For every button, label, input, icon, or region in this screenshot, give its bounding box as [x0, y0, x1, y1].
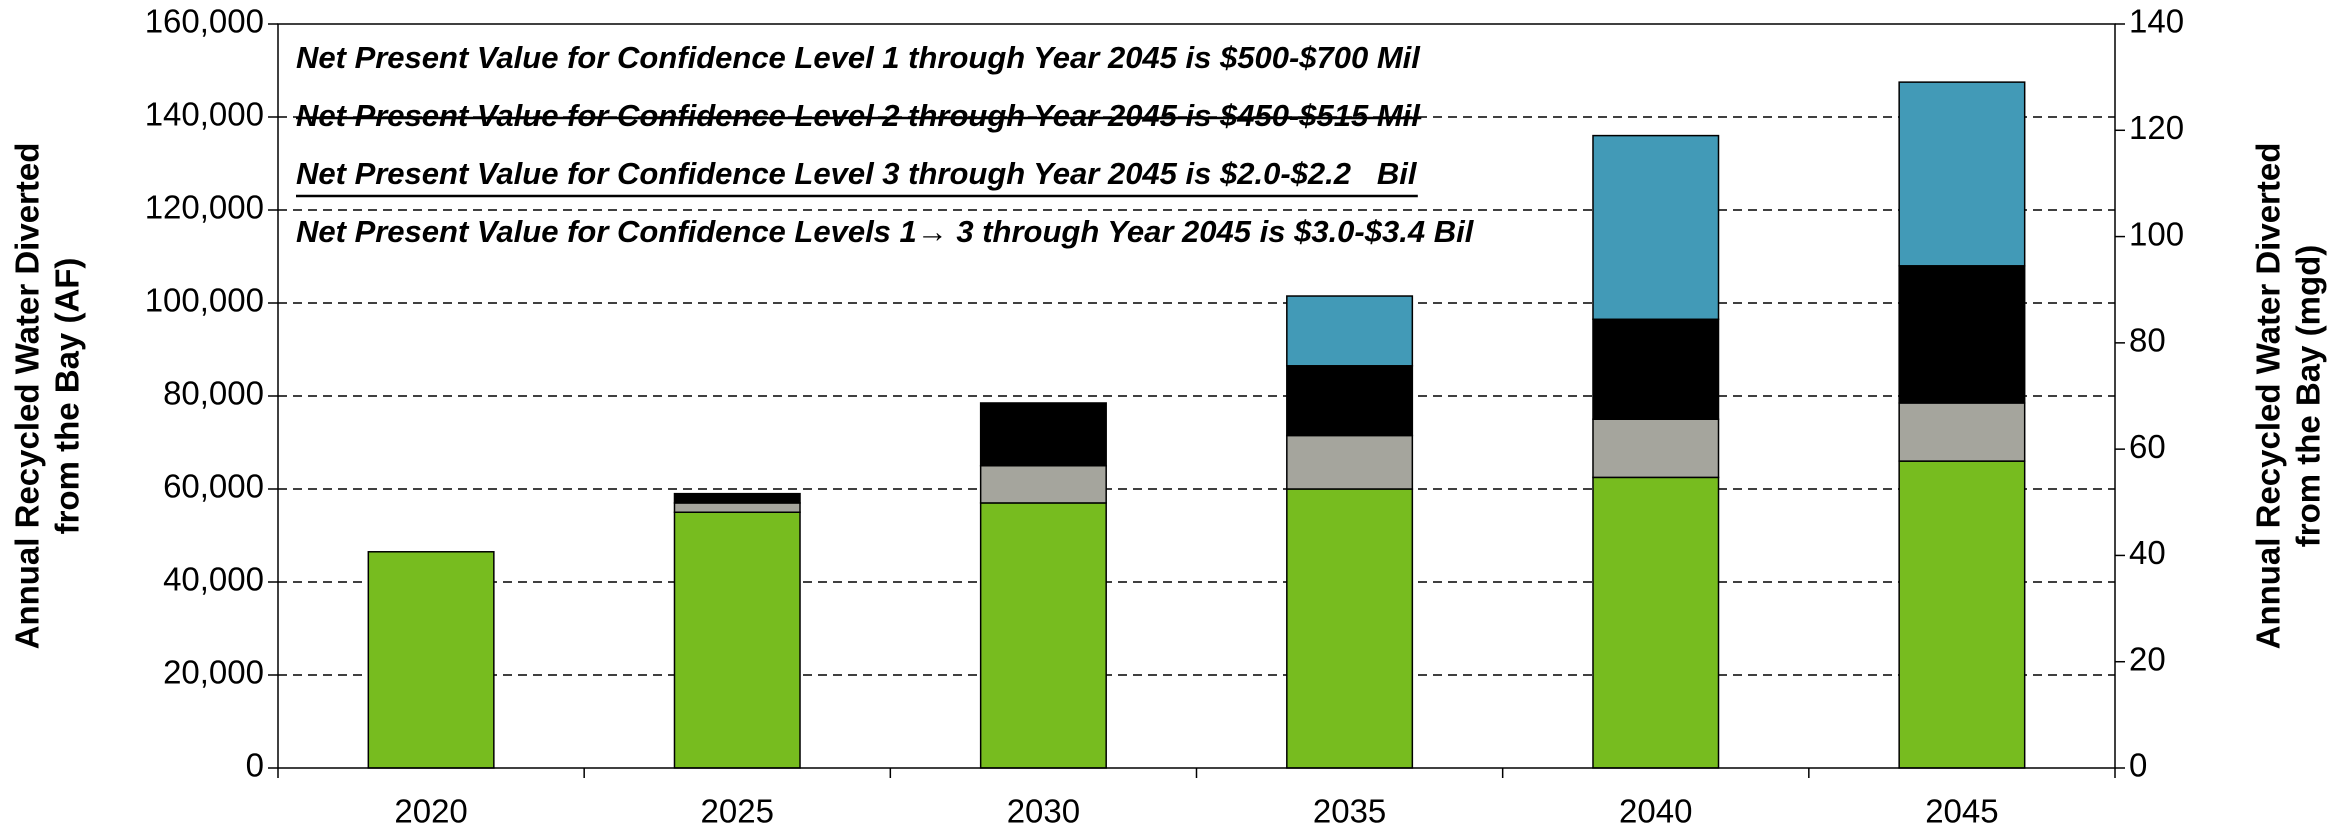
bar-segment [1286, 434, 1414, 490]
y-axis-label-line: from the Bay (AF) [49, 258, 86, 535]
x-tick-label: 2025 [701, 793, 774, 830]
bar-segment [979, 502, 1107, 769]
bar-segment [1898, 81, 2026, 267]
bar-segment [673, 492, 801, 504]
annotation: Net Present Value for Confidence Level 1… [296, 40, 1421, 75]
x-tick-label: 2045 [1925, 793, 1998, 830]
y2-tick-label: 120 [2129, 109, 2184, 146]
annotation: Net Present Value for Confidence Level 2… [296, 98, 1421, 133]
y2-axis-label-line: Annual Recycled Water Diverted [2250, 143, 2287, 650]
y-tick-label: 140,000 [145, 96, 264, 133]
bar-segment [979, 402, 1107, 467]
plot-frame [277, 23, 2116, 769]
bar-segment [1592, 134, 1720, 321]
y2-tick-label: 20 [2129, 640, 2166, 677]
annotation: Net Present Value for Confidence Levels … [296, 214, 1475, 249]
y2-axis-label-line: from the Bay (mgd) [2290, 245, 2327, 548]
x-tick-label: 2020 [394, 793, 467, 830]
y-tick-label: 40,000 [163, 561, 264, 598]
bar-segment [1286, 295, 1414, 367]
bar-segment [1898, 402, 2026, 462]
bar-segment [1592, 476, 1720, 769]
y-axis-label-line: Annual Recycled Water Diverted [9, 143, 46, 650]
y-tick-label: 160,000 [145, 3, 264, 40]
bar-segment [1592, 418, 1720, 479]
y2-tick-label: 60 [2129, 428, 2166, 465]
y2-tick-label: 100 [2129, 215, 2184, 252]
bar-segment [673, 511, 801, 769]
bar-segment [1286, 365, 1414, 437]
bar-segment [1898, 460, 2026, 769]
x-tick-label: 2030 [1007, 793, 1080, 830]
bar-segment [979, 465, 1107, 504]
y-tick-label: 60,000 [163, 468, 264, 505]
y-tick-label: 0 [246, 747, 264, 784]
x-tick-label: 2035 [1313, 793, 1386, 830]
bar-segment [1286, 488, 1414, 769]
y2-axis-label: Annual Recycled Water Diverted from the B… [2250, 143, 2327, 650]
x-tick-label: 2040 [1619, 793, 1692, 830]
y-tick-label: 100,000 [145, 282, 264, 319]
y-axis-label: Annual Recycled Water Diverted from the B… [9, 143, 86, 650]
y2-tick-label: 140 [2129, 3, 2184, 40]
y2-tick-label: 0 [2129, 747, 2147, 784]
y-tick-label: 20,000 [163, 654, 264, 691]
bar-segment [367, 551, 495, 769]
y2-tick-label: 80 [2129, 322, 2166, 359]
bar-segment [1898, 265, 2026, 404]
y-tick-label: 120,000 [145, 189, 264, 226]
y-tick-label: 80,000 [163, 375, 264, 412]
bar-segment [673, 502, 801, 514]
bar-segment [1592, 318, 1720, 420]
annotation: Net Present Value for Confidence Level 3… [296, 156, 1418, 191]
y2-tick-label: 40 [2129, 534, 2166, 571]
